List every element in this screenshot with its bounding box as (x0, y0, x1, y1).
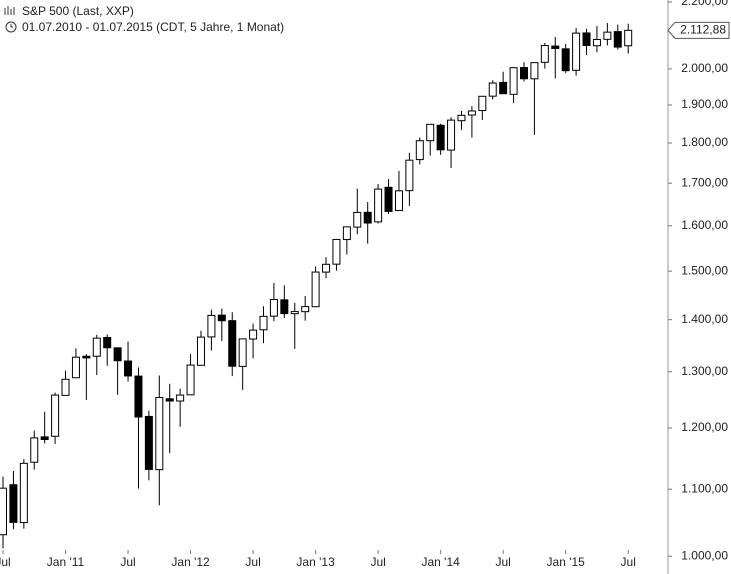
chart-subtitle: 01.07.2010 - 01.07.2015 (CDT, 5 Jahre, 1… (22, 20, 284, 34)
candle-body (509, 67, 518, 95)
candle-body (30, 437, 39, 463)
candle-body (551, 45, 560, 50)
x-tick-label: Jan '11 (47, 555, 85, 569)
header-icon (4, 6, 17, 33)
candle-body (40, 436, 49, 440)
y-tick-label: 1.000,00 (681, 548, 728, 562)
candle-body (82, 355, 91, 359)
candle-body (478, 95, 487, 112)
candle-body (342, 226, 351, 241)
candle-body (488, 82, 497, 97)
x-tick-label: Jul (0, 555, 11, 569)
x-tick-label: Jul (495, 555, 510, 569)
candle-body (134, 375, 143, 418)
candle-body (71, 356, 80, 379)
chart-title: S&P 500 (Last, XXP) (22, 4, 134, 18)
candle-body (124, 360, 133, 377)
candle-body (238, 338, 247, 367)
candle-body (332, 238, 341, 265)
candle-body (426, 123, 435, 142)
y-tick-label: 1.600,00 (681, 218, 728, 232)
candle-body (311, 271, 320, 308)
candle-body (0, 487, 7, 536)
candle-body (165, 398, 174, 402)
candle-body (186, 364, 195, 396)
last-price-label: 2.112,88 (680, 22, 726, 36)
candle-body (144, 415, 153, 470)
candle-body (196, 336, 205, 366)
candle-body (290, 311, 299, 315)
candle-body (613, 31, 622, 48)
candle-body (51, 394, 60, 437)
candle-body (540, 45, 549, 63)
x-tick-label: Jul (120, 555, 135, 569)
y-tick-label: 2.200,00 (681, 0, 728, 8)
candle-body (259, 315, 268, 331)
candle-body (499, 81, 508, 95)
candle-body (530, 62, 539, 80)
candle-body (207, 314, 216, 338)
x-tick-label: Jan '12 (171, 555, 210, 569)
candle-body (353, 211, 362, 228)
candle-body (624, 29, 633, 47)
candle-body (405, 159, 414, 192)
x-tick-label: Jul (370, 555, 385, 569)
candle-body (113, 347, 122, 362)
y-tick-label: 1.700,00 (681, 175, 728, 189)
candle-body (436, 124, 445, 151)
candle-body (415, 140, 424, 161)
candle-body (61, 378, 70, 396)
candle-body (374, 188, 383, 223)
y-tick-label: 1.200,00 (681, 420, 728, 434)
x-tick-label: Jul (245, 555, 260, 569)
candle-body (394, 190, 403, 212)
y-tick-label: 1.800,00 (681, 135, 728, 149)
y-tick-label: 1.500,00 (681, 263, 728, 277)
candle-body (92, 337, 101, 357)
candle-body (520, 67, 528, 80)
candle-body (572, 32, 581, 71)
y-tick-label: 2.000,00 (681, 61, 728, 75)
candle-body (603, 31, 612, 40)
x-tick-label: Jul (621, 555, 636, 569)
candle-body (9, 484, 18, 523)
x-tick-label: Jan '13 (296, 555, 335, 569)
x-tick-label: Jan '15 (547, 555, 586, 569)
candle-body (103, 336, 112, 349)
candle-body (249, 329, 258, 340)
candle-body (592, 38, 601, 47)
candle-body (301, 306, 310, 313)
candle-body (280, 299, 289, 315)
candle-body (322, 263, 331, 273)
candle-body (363, 211, 372, 224)
candle-body (228, 320, 237, 367)
candle-body (582, 32, 591, 46)
candle-body (217, 314, 226, 322)
candle-body (384, 186, 393, 212)
candle-body (561, 48, 570, 72)
candle-body (447, 119, 456, 151)
y-tick-label: 1.300,00 (681, 364, 728, 378)
y-tick-label: 1.400,00 (681, 312, 728, 326)
y-tick-label: 1.900,00 (681, 97, 728, 111)
candle-body (155, 396, 164, 471)
candle-body (269, 299, 278, 317)
last-price-flag (667, 21, 730, 39)
candle-body (457, 114, 466, 122)
candle-body (19, 462, 28, 524)
y-tick-label: 1.100,00 (681, 481, 728, 495)
candle-body (176, 394, 185, 402)
candle-body (467, 110, 476, 116)
x-tick-label: Jan '14 (421, 555, 460, 569)
